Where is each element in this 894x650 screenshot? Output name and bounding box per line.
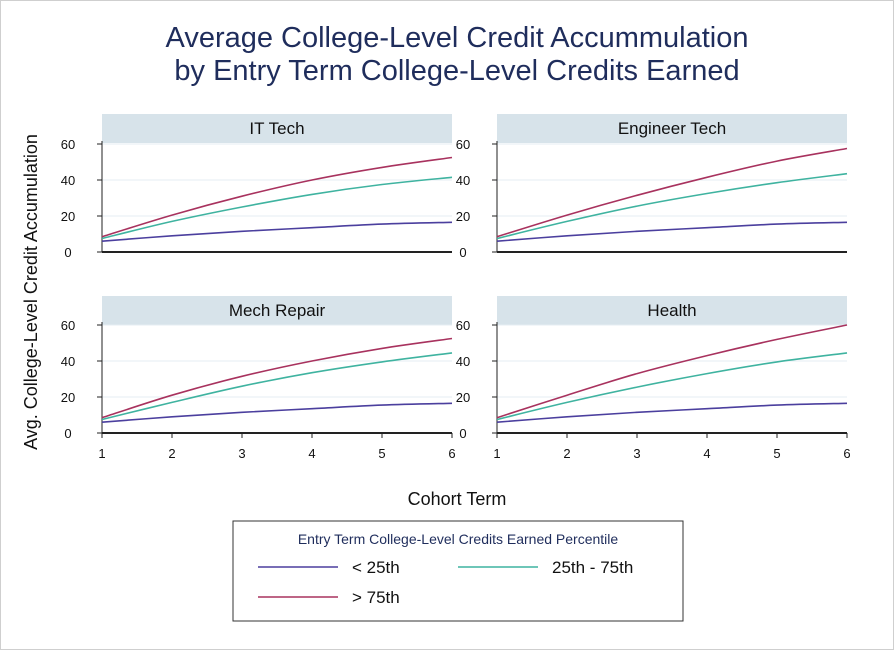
x-tick-label: 2 (168, 446, 175, 461)
legend-title: Entry Term College-Level Credits Earned … (298, 531, 619, 547)
panel-title: Mech Repair (229, 301, 326, 320)
y-tick-label: 60 (456, 318, 470, 333)
legend-label-25-75: 25th - 75th (552, 558, 633, 577)
series-line-0 (101, 221, 453, 242)
y-tick-label: 60 (61, 318, 75, 333)
x-tick-label: 6 (448, 446, 455, 461)
y-tick-label: 20 (456, 209, 470, 224)
x-tick-label: 3 (238, 446, 245, 461)
legend-box (232, 520, 684, 622)
series-line-2 (101, 337, 453, 419)
x-tick-label: 4 (703, 446, 710, 461)
y-tick-label: 0 (459, 426, 466, 441)
x-tick-label: 3 (633, 446, 640, 461)
y-tick-label: 40 (61, 173, 75, 188)
series-line-2 (496, 147, 848, 238)
y-tick-label: 60 (456, 137, 470, 152)
panel-3: Health 0 20 40 60 1 2 3 4 5 6 (456, 296, 851, 461)
y-tick-label: 0 (64, 245, 71, 260)
panel-header (102, 114, 452, 143)
x-tick-label: 6 (843, 446, 850, 461)
series-line-2 (496, 324, 848, 419)
panel-0: IT Tech 0 20 40 60 (61, 114, 453, 260)
x-tick-label: 5 (378, 446, 385, 461)
y-axis-title: Avg. College-Level Credit Accumulation (21, 134, 41, 450)
y-tick-label: 40 (456, 173, 470, 188)
x-tick-label: 5 (773, 446, 780, 461)
y-tick-label: 60 (61, 137, 75, 152)
y-tick-label: 20 (456, 390, 470, 405)
x-tick-label: 1 (493, 446, 500, 461)
panel-title: IT Tech (249, 119, 304, 138)
panel-header (497, 114, 847, 143)
series-line-2 (101, 156, 453, 238)
series-line-1 (496, 172, 848, 240)
series-line-1 (101, 176, 453, 240)
series-line-1 (101, 352, 453, 421)
panel-title: Engineer Tech (618, 119, 726, 138)
series-line-0 (496, 221, 848, 242)
panel-header (497, 296, 847, 325)
panel-1: Engineer Tech 0 20 40 60 (456, 114, 848, 260)
y-tick-label: 0 (64, 426, 71, 441)
series-line-0 (101, 402, 453, 423)
legend: Entry Term College-Level Credits Earned … (232, 520, 684, 622)
x-tick-label: 4 (308, 446, 315, 461)
y-tick-label: 40 (61, 354, 75, 369)
legend-label-lt25: < 25th (352, 558, 400, 577)
y-tick-label: 20 (61, 209, 75, 224)
chart-title-line-2: by Entry Term College-Level Credits Earn… (174, 55, 739, 87)
chart-title-line-1: Average College-Level Credit Accummulati… (166, 22, 749, 54)
series-line-0 (496, 402, 848, 423)
y-tick-label: 0 (459, 245, 466, 260)
panel-header (102, 296, 452, 325)
x-tick-label: 1 (98, 446, 105, 461)
panel-2: Mech Repair 0 20 40 60 1 2 3 4 5 6 (61, 296, 456, 461)
legend-label-gt75: > 75th (352, 588, 400, 607)
series-line-1 (496, 352, 848, 421)
x-tick-label: 2 (563, 446, 570, 461)
x-axis-title: Cohort Term (408, 489, 507, 509)
y-tick-label: 40 (456, 354, 470, 369)
panel-title: Health (647, 301, 696, 320)
y-tick-label: 20 (61, 390, 75, 405)
